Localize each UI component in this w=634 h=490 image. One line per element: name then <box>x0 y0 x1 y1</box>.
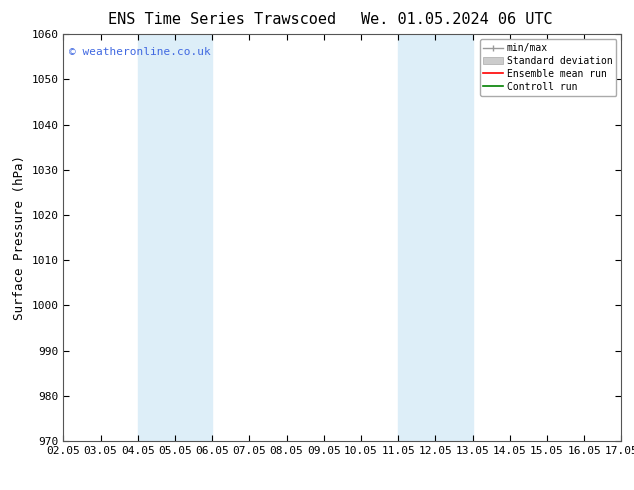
Y-axis label: Surface Pressure (hPa): Surface Pressure (hPa) <box>13 155 26 320</box>
Text: © weatheronline.co.uk: © weatheronline.co.uk <box>69 47 210 56</box>
Text: We. 01.05.2024 06 UTC: We. 01.05.2024 06 UTC <box>361 12 552 27</box>
Legend: min/max, Standard deviation, Ensemble mean run, Controll run: min/max, Standard deviation, Ensemble me… <box>479 39 616 96</box>
Bar <box>398 34 472 441</box>
Text: ENS Time Series Trawscoed: ENS Time Series Trawscoed <box>108 12 336 27</box>
Bar <box>138 34 212 441</box>
